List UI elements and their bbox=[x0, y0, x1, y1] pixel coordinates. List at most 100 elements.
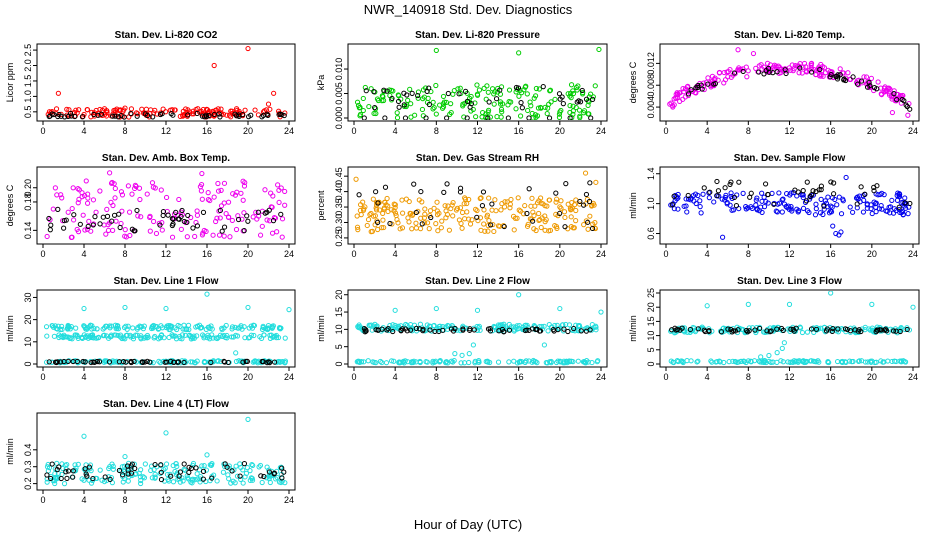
data-point bbox=[392, 202, 398, 208]
data-point bbox=[733, 202, 740, 209]
data-point bbox=[395, 98, 402, 105]
data-point bbox=[152, 333, 158, 340]
plot-frame bbox=[347, 166, 608, 245]
data-point bbox=[740, 66, 746, 72]
data-point bbox=[382, 199, 388, 206]
data-point bbox=[43, 359, 50, 365]
data-point bbox=[140, 326, 146, 332]
data-point bbox=[251, 332, 257, 339]
data-point bbox=[229, 217, 235, 224]
data-point bbox=[422, 206, 428, 212]
data-point bbox=[701, 86, 707, 93]
x-tick-label: 8 bbox=[122, 495, 127, 505]
x-tick-label: 8 bbox=[746, 372, 751, 382]
data-point bbox=[245, 218, 251, 224]
data-point bbox=[520, 211, 527, 217]
data-point bbox=[158, 335, 164, 341]
data-point bbox=[445, 90, 451, 97]
data-point bbox=[241, 461, 248, 467]
data-point bbox=[417, 359, 423, 366]
data-point bbox=[149, 475, 155, 481]
y-tick-label: 0.010 bbox=[334, 58, 344, 81]
data-point bbox=[581, 202, 587, 208]
data-point bbox=[221, 463, 228, 470]
data-point bbox=[587, 327, 593, 333]
data-point bbox=[125, 478, 131, 484]
data-point bbox=[106, 359, 113, 365]
data-point bbox=[582, 359, 588, 365]
data-point bbox=[567, 103, 573, 109]
data-point bbox=[557, 109, 563, 115]
data-point bbox=[546, 197, 553, 203]
y-axis-label: degrees C bbox=[5, 184, 15, 226]
data-point bbox=[494, 114, 500, 120]
data-point bbox=[363, 328, 369, 334]
data-point bbox=[250, 322, 257, 328]
data-point bbox=[267, 332, 273, 338]
data-point bbox=[570, 103, 576, 109]
data-point bbox=[210, 359, 217, 365]
data-point bbox=[517, 358, 523, 365]
data-point bbox=[356, 323, 363, 330]
data-point bbox=[484, 214, 490, 220]
data-point bbox=[570, 359, 576, 365]
y-tick-label: 20 bbox=[646, 302, 656, 312]
data-point bbox=[800, 188, 806, 194]
y-tick-label: 10 bbox=[334, 324, 344, 334]
x-tick-label: 12 bbox=[161, 495, 171, 505]
data-point bbox=[88, 480, 95, 486]
data-point bbox=[395, 92, 401, 98]
data-point bbox=[736, 179, 742, 185]
data-point bbox=[424, 220, 431, 226]
data-point bbox=[95, 112, 101, 118]
data-point bbox=[94, 326, 100, 332]
data-point bbox=[835, 326, 841, 332]
data-point bbox=[705, 75, 711, 81]
data-point bbox=[379, 225, 385, 231]
data-point bbox=[499, 322, 505, 328]
data-point bbox=[385, 326, 391, 332]
data-point bbox=[524, 91, 530, 97]
data-point bbox=[377, 358, 384, 365]
data-point bbox=[215, 106, 221, 112]
data-point bbox=[711, 199, 717, 205]
data-point bbox=[531, 95, 537, 101]
data-point bbox=[741, 358, 747, 364]
data-point bbox=[413, 220, 419, 226]
data-point bbox=[511, 328, 517, 334]
data-point bbox=[671, 206, 677, 212]
x-tick-label: 8 bbox=[434, 372, 439, 382]
data-point bbox=[190, 225, 196, 231]
data-point bbox=[722, 185, 728, 191]
data-point bbox=[47, 217, 53, 223]
data-point bbox=[404, 328, 410, 334]
data-point bbox=[538, 224, 544, 231]
data-point bbox=[907, 106, 913, 112]
data-point bbox=[812, 358, 818, 365]
data-point bbox=[495, 359, 502, 365]
data-point bbox=[354, 359, 360, 365]
data-point bbox=[263, 475, 270, 481]
data-point bbox=[485, 115, 491, 120]
data-point bbox=[448, 358, 455, 364]
data-point bbox=[735, 47, 741, 53]
data-point bbox=[47, 227, 53, 233]
y-tick-label: 0.45 bbox=[334, 167, 344, 185]
data-point bbox=[575, 358, 581, 364]
data-point bbox=[82, 227, 88, 233]
data-point bbox=[891, 88, 897, 94]
data-point bbox=[259, 479, 265, 486]
data-point bbox=[862, 191, 868, 197]
data-point bbox=[138, 214, 144, 220]
data-points bbox=[43, 291, 292, 366]
data-point bbox=[201, 114, 208, 120]
data-point bbox=[743, 327, 750, 334]
x-tick-label: 24 bbox=[908, 126, 918, 136]
data-point bbox=[130, 325, 136, 331]
data-point bbox=[438, 225, 444, 231]
data-point bbox=[725, 74, 731, 80]
data-point bbox=[871, 188, 877, 194]
data-point bbox=[578, 328, 584, 334]
data-point bbox=[89, 477, 96, 484]
data-point bbox=[808, 69, 815, 75]
